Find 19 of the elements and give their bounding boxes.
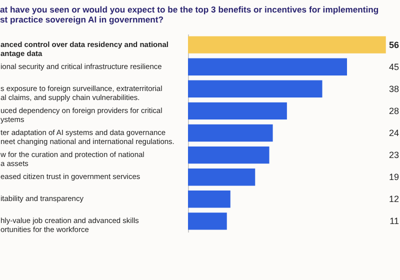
bar [188, 146, 270, 164]
bar [188, 80, 322, 98]
data-label: 28 [388, 106, 399, 116]
data-label: 24 [388, 128, 399, 138]
data-label: 11 [390, 216, 399, 226]
bar [188, 212, 227, 230]
chart-title: at have you seen or would you expect to be the top 3 benefits or incentives for implementing st practice sovereign AI in government? [0, 4, 379, 24]
bar [188, 190, 230, 208]
data-label: 38 [388, 84, 399, 94]
data-label: 23 [388, 150, 399, 160]
bar [188, 168, 256, 186]
data-label: 56 [388, 40, 399, 50]
data-label: 12 [388, 194, 399, 204]
data-label: 19 [388, 172, 399, 182]
data-label: 45 [388, 62, 399, 72]
bar [188, 58, 347, 76]
bar [188, 36, 386, 54]
bar [188, 102, 287, 120]
bar [188, 124, 273, 142]
